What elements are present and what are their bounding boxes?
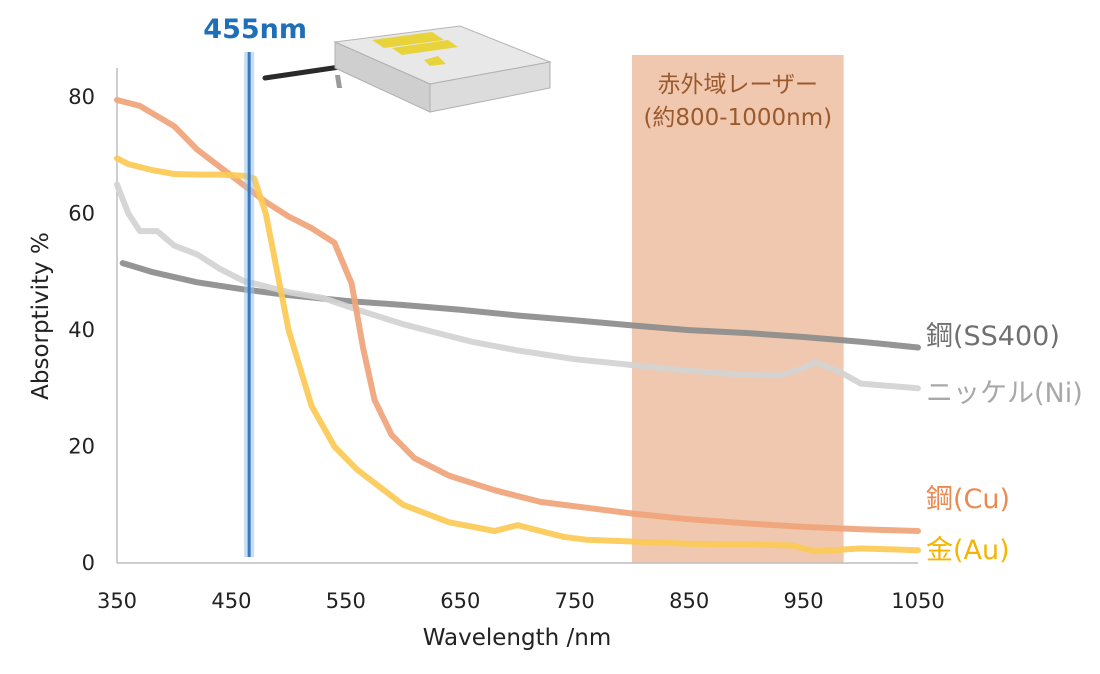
series-labels: 鋼(SS400) ニッケル(Ni) 鋼(Cu) 金(Au) <box>926 321 1083 566</box>
ir-band-label-line2: (約800-1000nm) <box>643 105 832 131</box>
x-axis-title: Wavelength /nm <box>423 625 611 651</box>
y-tick-label: 80 <box>68 85 95 109</box>
series-line <box>114 181 921 392</box>
x-tick-label: 950 <box>784 589 824 613</box>
series-label: 鋼(SS400) <box>926 321 1060 352</box>
y-axis-title: Absorptivity % <box>28 232 54 400</box>
x-tick-label: 850 <box>669 589 709 613</box>
laser-device-illustration <box>262 25 552 113</box>
series-line <box>119 260 921 351</box>
x-tick-label: 450 <box>211 589 251 613</box>
series-line <box>114 155 921 555</box>
series-label: 鋼(Cu) <box>926 484 1010 515</box>
series-lines <box>114 97 921 555</box>
y-tick-label: 20 <box>68 435 95 459</box>
x-tick-label: 750 <box>555 589 595 613</box>
x-tick-label: 650 <box>440 589 480 613</box>
x-tick-label: 550 <box>326 589 366 613</box>
y-tick-label: 40 <box>68 318 95 342</box>
x-tick-labels: 350 450 550 650 750 850 950 1050 <box>97 589 945 613</box>
ir-band-label-line1: 赤外域レーザー <box>658 72 819 98</box>
ir-laser-band <box>631 55 844 563</box>
series-label: 金(Au) <box>926 535 1010 566</box>
laser-455nm-label: 455nm <box>203 14 307 45</box>
y-tick-label: 0 <box>82 551 95 575</box>
series-label: ニッケル(Ni) <box>926 378 1083 409</box>
y-tick-label: 60 <box>68 202 95 226</box>
x-tick-label: 1050 <box>891 589 944 613</box>
x-tick-label: 350 <box>97 589 137 613</box>
series-line <box>114 97 921 534</box>
y-tick-labels: 0 20 40 60 80 <box>68 85 95 575</box>
